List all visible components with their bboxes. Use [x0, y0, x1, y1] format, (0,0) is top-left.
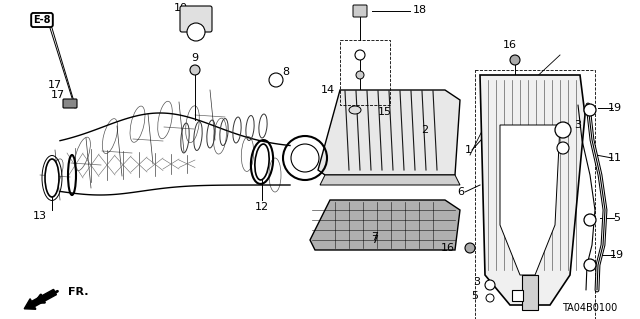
FancyBboxPatch shape [511, 290, 522, 300]
Text: 15: 15 [378, 107, 392, 117]
Circle shape [187, 23, 205, 41]
Circle shape [510, 55, 520, 65]
Text: 5: 5 [471, 291, 478, 301]
Circle shape [584, 104, 596, 116]
Circle shape [555, 122, 571, 138]
Text: 1: 1 [465, 145, 472, 155]
Text: 14: 14 [321, 85, 335, 95]
Text: 18: 18 [413, 5, 427, 15]
Text: 13: 13 [33, 211, 47, 221]
Polygon shape [480, 75, 585, 305]
Text: 11: 11 [608, 153, 622, 163]
Text: 3: 3 [473, 277, 480, 287]
Circle shape [269, 73, 283, 87]
Polygon shape [522, 275, 538, 310]
Text: 16: 16 [503, 40, 517, 50]
Text: 3: 3 [575, 120, 582, 130]
Circle shape [355, 50, 365, 60]
Polygon shape [320, 175, 460, 185]
Text: 4: 4 [522, 293, 529, 303]
Circle shape [486, 294, 494, 302]
Polygon shape [500, 125, 560, 275]
Text: 17: 17 [51, 90, 65, 100]
Text: 2: 2 [421, 125, 429, 135]
Text: 10: 10 [174, 3, 188, 13]
Circle shape [584, 259, 596, 271]
Text: 19: 19 [608, 103, 622, 113]
Ellipse shape [349, 106, 361, 114]
Text: FR.: FR. [68, 287, 88, 297]
FancyBboxPatch shape [63, 99, 77, 108]
Ellipse shape [45, 159, 59, 197]
Text: 16: 16 [441, 243, 455, 253]
Text: 8: 8 [282, 67, 289, 77]
Polygon shape [318, 90, 460, 175]
Circle shape [291, 144, 319, 172]
Circle shape [584, 214, 596, 226]
FancyBboxPatch shape [180, 6, 212, 32]
Circle shape [557, 142, 569, 154]
Text: 9: 9 [191, 53, 198, 63]
Text: E-8: E-8 [33, 15, 51, 25]
Text: TA04B0100: TA04B0100 [563, 303, 618, 313]
Text: 7: 7 [371, 232, 379, 242]
Ellipse shape [255, 144, 269, 180]
Text: 7: 7 [371, 235, 379, 245]
Text: 12: 12 [255, 202, 269, 212]
FancyBboxPatch shape [353, 5, 367, 17]
Text: 6: 6 [457, 187, 464, 197]
Circle shape [356, 71, 364, 79]
Text: 19: 19 [610, 250, 624, 260]
Text: 17: 17 [48, 80, 62, 90]
Circle shape [465, 243, 475, 253]
FancyArrow shape [24, 289, 56, 309]
Polygon shape [310, 200, 460, 250]
Circle shape [485, 280, 495, 290]
Circle shape [190, 65, 200, 75]
Text: 5: 5 [614, 213, 621, 223]
Text: E-8: E-8 [33, 15, 51, 25]
